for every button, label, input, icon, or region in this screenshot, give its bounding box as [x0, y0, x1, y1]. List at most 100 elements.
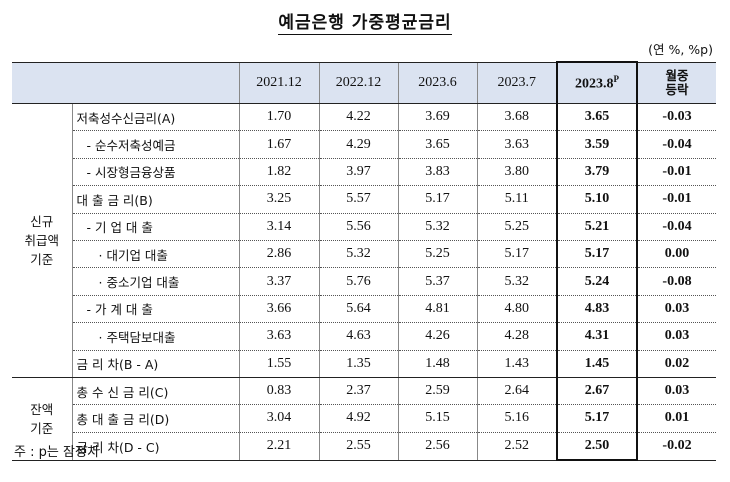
table-row: · 중소기업 대출 3.37 5.76 5.37 5.32 5.24 -0.08	[12, 267, 716, 296]
cell: -0.03	[636, 103, 716, 132]
header-row: 2021.12 2022.12 2023.6 2023.7 2023.8P 월중…	[12, 61, 716, 104]
cell: 3.37	[238, 267, 319, 296]
cell: 5.17	[476, 240, 557, 269]
cell: -0.04	[636, 130, 716, 159]
cell: 1.43	[476, 350, 557, 378]
table-row: · 주택담보대출 3.63 4.63 4.26 4.28 4.31 0.03	[12, 322, 716, 351]
cell: 4.81	[397, 295, 477, 324]
col-header: 2021.12	[238, 61, 319, 104]
row-label: - 순수저축성예금	[71, 130, 239, 159]
cell-highlight: 1.45	[556, 350, 638, 378]
table-row: - 시장형금융상품 1.82 3.97 3.83 3.80 3.79 -0.01	[12, 158, 716, 187]
table-row: 잔액 기준 총 수 신 금 리(C) 0.83 2.37 2.59 2.64 2.67 0.0…	[12, 377, 716, 461]
cell: 5.17	[397, 185, 477, 214]
header-corner	[12, 61, 239, 104]
table-row: 신규 취급액 기준 저축성수신금리(A) 1.70 4.22 3.69 3.68 3.65-…	[12, 103, 716, 378]
col-header: 2023.6	[397, 61, 477, 104]
cell: 3.80	[476, 158, 557, 187]
table-row: 총 대 출 금 리(D) 3.04 4.92 5.15 5.16 5.17 0.01	[12, 404, 716, 433]
cell: 5.56	[318, 213, 398, 241]
cell: 5.76	[318, 267, 398, 296]
row-label: - 가 계 대 출	[71, 295, 239, 324]
cell: 0.01	[636, 404, 716, 433]
cell: -0.08	[636, 267, 716, 296]
cell: 5.11	[476, 185, 557, 214]
cell: 4.63	[318, 322, 398, 351]
table-row: - 가 계 대 출 3.66 5.64 4.81 4.80 4.83 0.03	[12, 295, 716, 324]
cell: 4.92	[318, 404, 398, 433]
cell: 3.63	[476, 130, 557, 159]
cell-highlight: 5.17	[556, 240, 638, 269]
row-label: · 대기업 대출	[71, 240, 239, 269]
cell-highlight: 4.83	[556, 295, 638, 324]
cell: 5.32	[476, 267, 557, 296]
row-label: - 기 업 대 출	[71, 213, 239, 241]
cell: 2.55	[318, 432, 398, 461]
cell: 0.83	[238, 377, 319, 406]
cell: 1.48	[397, 350, 477, 378]
row-label: 금 리 차(D - C)	[71, 432, 239, 461]
cell: 2.52	[476, 432, 557, 461]
interest-rate-table: 2021.12 2022.12 2023.6 2023.7 2023.8P 월중…	[12, 61, 716, 462]
cell-highlight: 3.79	[556, 158, 638, 187]
row-label: - 시장형금융상품	[71, 158, 239, 187]
row-label: · 중소기업 대출	[71, 267, 239, 296]
cell: 2.56	[397, 432, 477, 461]
cell: 1.35	[318, 350, 398, 378]
cell: -0.02	[636, 432, 716, 461]
cell: 1.67	[238, 130, 319, 159]
cell-highlight: 2.67	[556, 377, 638, 406]
cell: 3.66	[238, 295, 319, 324]
table-row: - 기 업 대 출 3.14 5.56 5.32 5.25 5.21 -0.04	[12, 213, 716, 241]
cell: 1.82	[238, 158, 319, 187]
table-row: 금 리 차(B - A) 1.55 1.35 1.48 1.43 1.45 0.02	[12, 350, 716, 378]
row-label: 총 수 신 금 리(C)	[71, 377, 239, 406]
cell: 5.32	[397, 213, 477, 241]
cell: 4.22	[318, 103, 398, 132]
cell: 4.28	[476, 322, 557, 351]
row-label: 금 리 차(B - A)	[71, 350, 239, 378]
col-header-highlight: 2023.8P	[556, 61, 638, 104]
cell-highlight: 5.21	[556, 213, 638, 241]
row-label: 총 대 출 금 리(D)	[71, 404, 239, 433]
cell: 5.25	[397, 240, 477, 269]
cell: 2.86	[238, 240, 319, 269]
row-label: 저축성수신금리(A)	[71, 103, 239, 132]
cell: 0.03	[636, 322, 716, 351]
col-header: 2023.7	[476, 61, 557, 104]
cell-highlight: 3.59	[556, 130, 638, 159]
cell: 5.25	[476, 213, 557, 241]
cell: 3.83	[397, 158, 477, 187]
cell-highlight: 5.24	[556, 267, 638, 296]
row-label: · 주택담보대출	[71, 322, 239, 351]
cell: 5.37	[397, 267, 477, 296]
cell: 4.80	[476, 295, 557, 324]
cell: 5.57	[318, 185, 398, 214]
cell: 3.65	[397, 130, 477, 159]
cell: 3.69	[397, 103, 477, 132]
unit-label: (연 %, %p)	[648, 42, 713, 57]
footnote: 주 : p는 잠정치	[14, 445, 99, 460]
col-header: 2022.12	[318, 61, 398, 104]
cell: 3.14	[238, 213, 319, 241]
group-label-new: 신규 취급액 기준	[12, 103, 72, 378]
cell: 4.29	[318, 130, 398, 159]
cell-highlight: 3.65	[556, 103, 638, 132]
cell: 0.03	[636, 295, 716, 324]
cell: 0.03	[636, 377, 716, 406]
cell: -0.01	[636, 185, 716, 214]
col-header-change: 월중 등락	[636, 61, 716, 104]
cell-highlight: 5.17	[556, 404, 638, 433]
cell: 3.04	[238, 404, 319, 433]
cell: 2.64	[476, 377, 557, 406]
row-label: 대 출 금 리(B)	[71, 185, 239, 214]
cell: 4.26	[397, 322, 477, 351]
cell: 0.02	[636, 350, 716, 378]
table-row: - 순수저축성예금 1.67 4.29 3.65 3.63 3.59 -0.04	[12, 130, 716, 159]
table-row: 대 출 금 리(B) 3.25 5.57 5.17 5.11 5.10 -0.01	[12, 185, 716, 214]
cell: 3.63	[238, 322, 319, 351]
table-title: 예금은행 가중평균금리	[278, 13, 452, 35]
cell: 5.15	[397, 404, 477, 433]
cell: 5.64	[318, 295, 398, 324]
cell: -0.04	[636, 213, 716, 241]
